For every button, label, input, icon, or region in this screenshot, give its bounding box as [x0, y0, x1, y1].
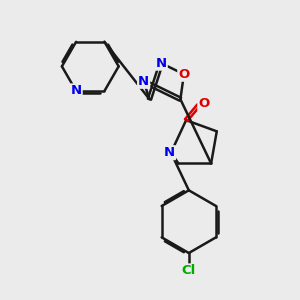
Text: O: O [178, 68, 190, 81]
Text: N: N [70, 85, 82, 98]
Text: N: N [164, 146, 175, 159]
Text: Cl: Cl [182, 264, 196, 278]
Text: N: N [156, 57, 167, 70]
Text: O: O [198, 97, 210, 110]
Text: N: N [138, 75, 149, 88]
